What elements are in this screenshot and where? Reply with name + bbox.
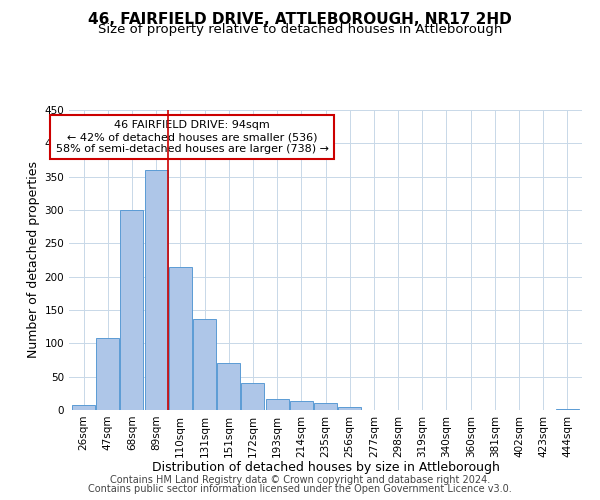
Bar xyxy=(121,210,143,410)
Bar xyxy=(314,404,337,410)
Bar xyxy=(556,408,579,410)
Bar xyxy=(290,402,313,410)
Text: Size of property relative to detached houses in Attleborough: Size of property relative to detached ho… xyxy=(98,22,502,36)
Bar xyxy=(145,170,167,410)
Bar xyxy=(72,404,95,410)
Bar xyxy=(241,384,265,410)
Text: 46 FAIRFIELD DRIVE: 94sqm
← 42% of detached houses are smaller (536)
58% of semi: 46 FAIRFIELD DRIVE: 94sqm ← 42% of detac… xyxy=(56,120,329,154)
Bar xyxy=(169,266,192,410)
X-axis label: Distribution of detached houses by size in Attleborough: Distribution of detached houses by size … xyxy=(152,461,499,474)
Bar xyxy=(217,364,240,410)
Y-axis label: Number of detached properties: Number of detached properties xyxy=(27,162,40,358)
Bar xyxy=(193,318,216,410)
Bar xyxy=(338,406,361,410)
Bar xyxy=(266,400,289,410)
Text: Contains public sector information licensed under the Open Government Licence v3: Contains public sector information licen… xyxy=(88,484,512,494)
Text: Contains HM Land Registry data © Crown copyright and database right 2024.: Contains HM Land Registry data © Crown c… xyxy=(110,475,490,485)
Bar xyxy=(96,338,119,410)
Text: 46, FAIRFIELD DRIVE, ATTLEBOROUGH, NR17 2HD: 46, FAIRFIELD DRIVE, ATTLEBOROUGH, NR17 … xyxy=(88,12,512,28)
